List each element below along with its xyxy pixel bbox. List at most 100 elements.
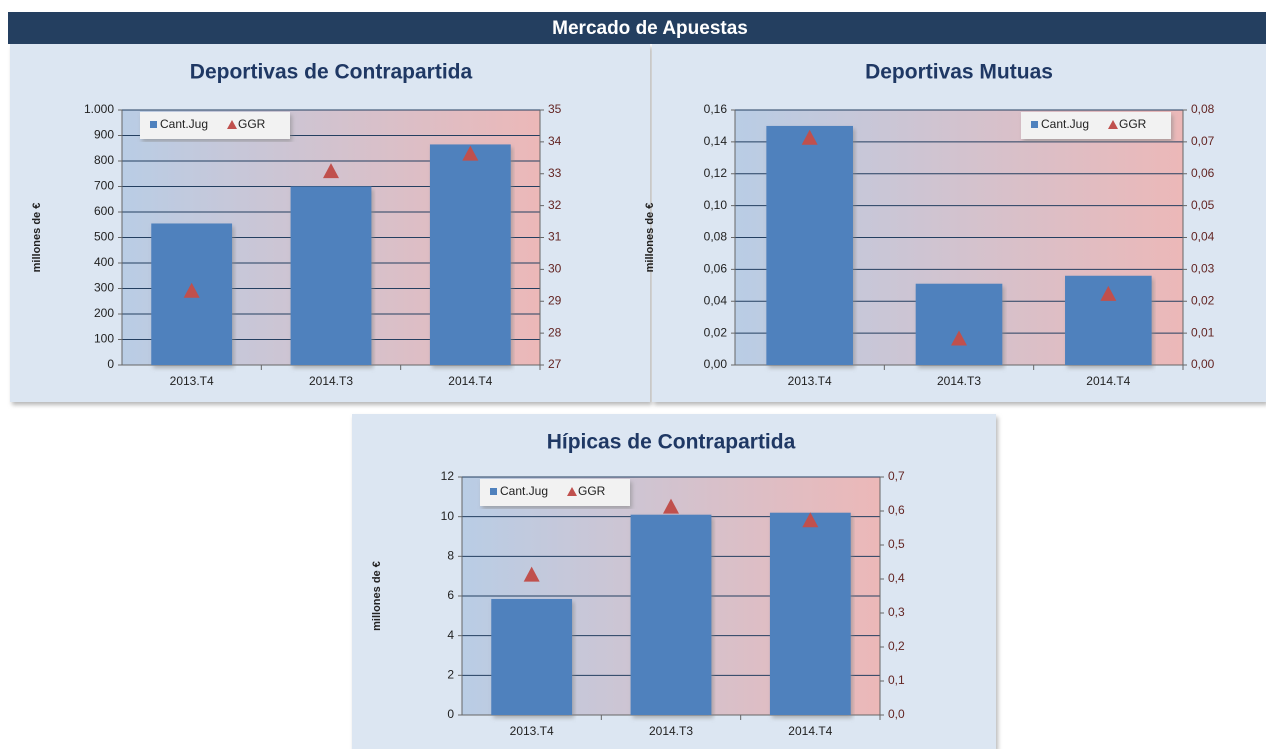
y2-tick-label: 0,03 <box>1191 262 1215 276</box>
y2-tick-label: 32 <box>548 198 562 212</box>
y-tick-label: 8 <box>447 549 454 563</box>
y-tick-label: 0,14 <box>704 134 728 148</box>
legend-label: Cant.Jug <box>160 117 208 131</box>
y2-tick-label: 27 <box>548 357 562 371</box>
x-tick-label: 2014.T3 <box>937 374 981 388</box>
y-tick-label: 6 <box>447 588 454 602</box>
legend-marker <box>150 121 157 128</box>
legend-box <box>140 112 290 139</box>
y-tick-label: 200 <box>94 306 114 320</box>
x-tick-label: 2014.T4 <box>1086 374 1130 388</box>
y2-tick-label: 0,08 <box>1191 102 1215 116</box>
ggr-marker <box>801 129 818 145</box>
legend-marker <box>490 488 497 495</box>
y-tick-label: 0,00 <box>704 357 728 371</box>
legend-label: GGR <box>578 484 606 498</box>
legend-label: Cant.Jug <box>500 484 548 498</box>
ggr-marker <box>462 145 479 161</box>
y-tick-label: 4 <box>447 628 454 642</box>
header-title: Mercado de Apuestas <box>552 18 748 39</box>
y-tick-label: 0 <box>447 707 454 721</box>
ggr-marker <box>183 282 200 298</box>
y-tick-label: 0,02 <box>704 325 728 339</box>
y-tick-label: 300 <box>94 281 114 295</box>
y2-tick-label: 30 <box>548 262 562 276</box>
chart-title: Deportivas Mutuas <box>865 61 1053 84</box>
y2-tick-label: 0,0 <box>888 707 905 721</box>
ggr-marker <box>323 163 339 179</box>
legend-marker <box>227 120 237 129</box>
y-tick-label: 600 <box>94 204 114 218</box>
y2-tick-label: 35 <box>548 102 562 116</box>
header-bar <box>8 12 1266 44</box>
legend-label: GGR <box>238 117 266 131</box>
bar <box>491 598 573 715</box>
bar <box>766 125 853 365</box>
y-tick-label: 100 <box>94 332 114 346</box>
x-tick-label: 2014.T3 <box>649 724 693 738</box>
y2-tick-label: 0,5 <box>888 537 905 551</box>
chart-title: Deportivas de Contrapartida <box>190 61 473 84</box>
x-tick-label: 2014.T3 <box>309 374 353 388</box>
y2-tick-label: 33 <box>548 166 562 180</box>
x-tick-label: 2013.T4 <box>788 374 832 388</box>
y-tick-label: 400 <box>94 255 114 269</box>
y-tick-label: 0 <box>107 357 114 371</box>
y-tick-label: 0,04 <box>704 293 728 307</box>
y-axis-label: millones de € <box>644 203 656 273</box>
x-tick-label: 2013.T4 <box>510 724 554 738</box>
y-tick-label: 0,06 <box>704 262 728 276</box>
y-axis-label: millones de € <box>31 203 43 273</box>
y-tick-label: 12 <box>441 469 455 483</box>
y-tick-label: 500 <box>94 230 114 244</box>
y2-tick-label: 0,07 <box>1191 134 1215 148</box>
legend-box <box>1021 112 1171 139</box>
y2-tick-label: 0,2 <box>888 639 905 653</box>
ggr-marker <box>802 512 819 528</box>
bar <box>769 512 851 715</box>
legend-label: GGR <box>1119 117 1147 131</box>
ggr-marker <box>951 330 967 346</box>
y2-tick-label: 0,6 <box>888 503 905 517</box>
y-tick-label: 1.000 <box>84 102 114 116</box>
y-tick-label: 10 <box>441 509 455 523</box>
y2-tick-label: 0,4 <box>888 571 905 585</box>
y2-tick-label: 0,02 <box>1191 293 1215 307</box>
bar <box>630 514 712 715</box>
legend-marker <box>1031 121 1038 128</box>
y-tick-label: 0,16 <box>704 102 728 116</box>
y2-tick-label: 28 <box>548 325 562 339</box>
legend-marker <box>1108 120 1118 129</box>
ggr-marker <box>663 498 679 514</box>
y2-tick-label: 0,01 <box>1191 325 1215 339</box>
y2-tick-label: 0,05 <box>1191 198 1215 212</box>
y-axis-label: millones de € <box>371 561 383 631</box>
chart-title: Hípicas de Contrapartida <box>547 431 796 454</box>
ggr-marker <box>523 566 540 582</box>
y2-tick-label: 0,06 <box>1191 166 1215 180</box>
y-tick-label: 2 <box>447 668 454 682</box>
legend-marker <box>567 487 577 496</box>
y-tick-label: 0,08 <box>704 230 728 244</box>
y2-tick-label: 0,00 <box>1191 357 1215 371</box>
bar <box>429 144 511 365</box>
legend-box <box>480 479 630 506</box>
y2-tick-label: 29 <box>548 293 562 307</box>
y2-tick-label: 0,1 <box>888 673 905 687</box>
x-tick-label: 2014.T4 <box>788 724 832 738</box>
legend-label: Cant.Jug <box>1041 117 1089 131</box>
bar <box>290 186 372 365</box>
y-tick-label: 0,10 <box>704 198 728 212</box>
bar <box>915 283 1003 365</box>
y-tick-label: 800 <box>94 153 114 167</box>
x-tick-label: 2014.T4 <box>448 374 492 388</box>
y-tick-label: 700 <box>94 179 114 193</box>
y2-tick-label: 31 <box>548 230 562 244</box>
y2-tick-label: 0,04 <box>1191 230 1215 244</box>
y-tick-label: 900 <box>94 128 114 142</box>
y2-tick-label: 34 <box>548 134 562 148</box>
x-tick-label: 2013.T4 <box>170 374 214 388</box>
y2-tick-label: 0,7 <box>888 469 905 483</box>
y2-tick-label: 0,3 <box>888 605 905 619</box>
